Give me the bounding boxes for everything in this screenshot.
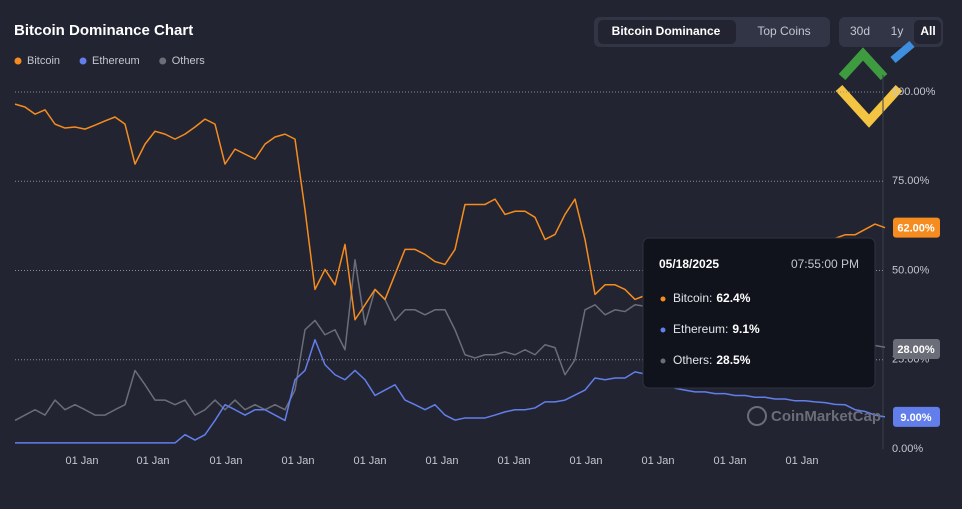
x-tick-label: 01 Jan: [353, 455, 386, 467]
end-label: 62.00%: [897, 223, 935, 235]
x-tick-label: 01 Jan: [569, 455, 602, 467]
tooltip-date: 05/18/2025: [659, 257, 719, 271]
range-active[interactable]: [914, 20, 941, 44]
x-tick-label: 01 Jan: [209, 455, 242, 467]
logo: [835, 40, 915, 128]
tooltip-time: 07:55:00 PM: [791, 257, 859, 271]
end-label-box: [893, 406, 940, 427]
tooltip-marker: [660, 296, 666, 302]
tooltip: 05/18/2025 07:55:00 PM Bitcoin: 62.4% Ethe…: [642, 237, 876, 389]
watermark: CoinMarketCap: [747, 406, 881, 426]
x-tick-label: 01 Jan: [281, 455, 314, 467]
end-label: 28.00%: [897, 344, 935, 356]
x-tick-label: 01 Jan: [785, 455, 818, 467]
range-button[interactable]: All: [920, 24, 935, 38]
chart-title: Bitcoin Dominance Chart: [14, 22, 193, 39]
x-tick-label: 01 Jan: [497, 455, 530, 467]
tab[interactable]: Bitcoin Dominance: [612, 24, 721, 38]
range-button[interactable]: 30d: [850, 24, 870, 38]
logo-blue: [890, 40, 915, 64]
legend-label: Others: [172, 55, 206, 67]
x-tick-label: 01 Jan: [425, 455, 458, 467]
tooltip-value: 28.5%: [716, 353, 750, 367]
x-tick-label: 01 Jan: [65, 455, 98, 467]
x-tick-label: 01 Jan: [641, 455, 674, 467]
logo-green: [838, 47, 888, 81]
legend-label: Ethereum: [92, 55, 140, 67]
end-label-box: [893, 339, 940, 360]
series-line: [15, 339, 886, 444]
legend-marker: [79, 57, 87, 65]
logo-yellow: [835, 84, 903, 128]
range-button[interactable]: 1y: [891, 24, 904, 38]
legend-label: Bitcoin: [27, 55, 60, 67]
y-tick-label: 0.00%: [892, 443, 923, 455]
x-tick-label: 01 Jan: [713, 455, 746, 467]
watermark-text: CoinMarketCap: [771, 408, 881, 425]
tooltip-marker: [660, 358, 666, 364]
legend-marker: [159, 57, 167, 65]
end-label: 9.00%: [900, 412, 931, 424]
y-tick-label: 75.00%: [892, 175, 930, 187]
tab-active[interactable]: [598, 20, 736, 44]
y-tick-label: 50.00%: [892, 264, 930, 276]
x-tick-label: 01 Jan: [136, 455, 169, 467]
end-label-box: [893, 217, 940, 238]
tooltip-label: Ethereum:: [673, 322, 728, 336]
tab[interactable]: Top Coins: [757, 24, 810, 38]
tooltip-value: 62.4%: [716, 291, 750, 305]
tooltip-label: Others:: [673, 353, 712, 367]
watermark-icon: [747, 406, 767, 426]
y-tick-label: 100.00%: [892, 86, 936, 98]
legend-marker: [14, 57, 22, 65]
tooltip-label: Bitcoin:: [673, 291, 712, 305]
tooltip-value: 9.1%: [732, 322, 760, 336]
tooltip-marker: [660, 327, 666, 333]
tooltip-box: [642, 237, 876, 389]
